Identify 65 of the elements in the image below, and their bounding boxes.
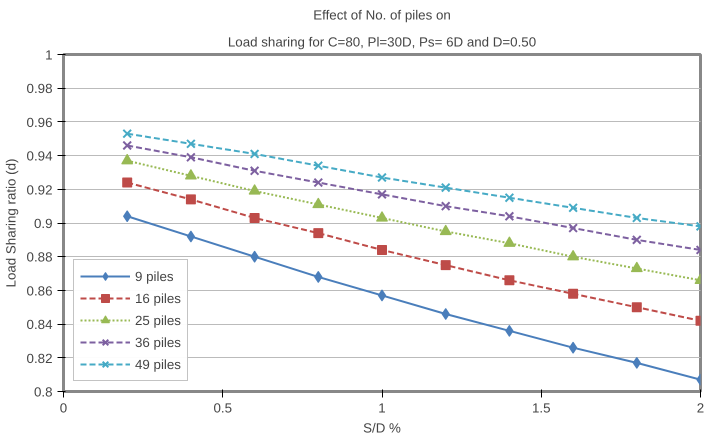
point [503,236,516,247]
y-tick-label: 0.96 [26,114,53,130]
point [632,302,642,312]
point [313,178,324,188]
y-tick-label: 1 [45,48,53,62]
point [248,184,261,195]
point [122,178,132,188]
point [122,140,132,150]
x-tick-label: 1 [378,400,386,416]
point [505,324,514,337]
point [504,211,514,222]
point [440,182,451,193]
point [632,213,642,223]
y-tick-label: 0.9 [34,216,53,231]
point [568,288,578,299]
legend-label: 9 piles [135,268,174,284]
point [440,224,452,236]
point [313,228,324,238]
point [440,201,451,212]
point [250,149,260,159]
point [250,250,259,263]
x-tick-label: 0.5 [213,400,232,416]
point [504,275,514,286]
point [632,234,642,245]
x-axis-title: S/D % [363,420,402,436]
point [122,128,132,139]
point [377,172,387,182]
y-tick-label: 0.88 [26,250,53,265]
y-tick-label: 0.94 [26,148,54,164]
point [630,262,643,272]
point [568,342,578,354]
point [568,202,578,213]
y-tick-label: 0.98 [26,81,53,96]
point [186,230,196,242]
point [376,211,388,222]
point [568,223,578,233]
point [504,192,514,203]
point [312,198,324,208]
chart-title: Effect of No. of piles on [313,8,451,22]
legend-label: 36 piles [135,334,181,350]
point [186,138,196,149]
point [313,160,324,171]
point [186,194,196,204]
point [377,189,387,200]
y-tick-label: 0.92 [26,182,53,198]
legend-label: 25 piles [135,312,181,328]
y-tick-label: 0.82 [26,350,53,366]
point [567,250,580,260]
y-tick-label: 0.84 [26,317,54,332]
point [250,166,260,176]
point [440,260,451,270]
point [186,152,196,162]
y-tick-label: 0.86 [26,283,53,298]
x-tick-label: 1.5 [532,400,551,416]
legend-label: 49 piles [135,356,181,372]
legend-label: 16 piles [135,290,181,306]
x-tick-label: 2 [696,400,704,416]
x-tick-label: 0 [60,400,68,416]
y-axis-title: Load Sharing ratio (d) [4,158,19,288]
point [250,212,260,223]
point [377,244,387,255]
point [121,154,134,164]
chart-subtitle: Load sharing for C=80, Pl=30D, Ps= 6D and D=0.50 [228,34,536,50]
y-tick-label: 0.8 [34,384,53,400]
point [378,289,386,302]
